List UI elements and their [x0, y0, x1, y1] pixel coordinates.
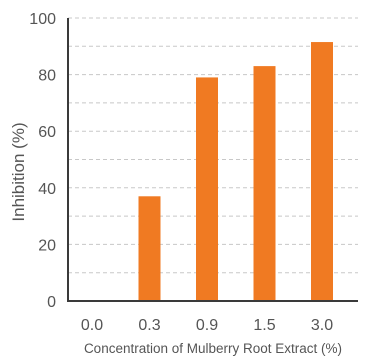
bar-3.0 — [311, 42, 333, 302]
y-tick-label: 40 — [38, 181, 56, 198]
x-tick-labels: 0.0 0.3 0.9 1.5 3.0 — [81, 317, 333, 334]
x-tick-label: 3.0 — [311, 317, 333, 334]
x-tick-label: 1.5 — [253, 317, 275, 334]
y-axis-title: Inhibition (%) — [9, 122, 28, 221]
bar-1.5 — [253, 66, 276, 301]
bars — [138, 42, 333, 302]
y-tick-labels: 0 20 40 60 80 100 — [29, 11, 56, 311]
x-tick-label: 0.9 — [196, 317, 218, 334]
y-tick-label: 60 — [38, 124, 56, 141]
y-tick-label: 0 — [47, 294, 56, 311]
bar-0.9 — [196, 77, 218, 302]
x-axis-title: Concentration of Mulberry Root Extract (… — [84, 341, 342, 356]
y-tick-label: 80 — [38, 68, 56, 85]
axes — [67, 18, 358, 302]
y-tick-label: 100 — [29, 11, 56, 28]
x-tick-label: 0.0 — [81, 317, 103, 334]
y-tick-label: 20 — [38, 237, 56, 254]
bar-0.3 — [138, 196, 161, 301]
gridlines — [68, 17, 358, 274]
x-tick-label: 0.3 — [138, 317, 160, 334]
